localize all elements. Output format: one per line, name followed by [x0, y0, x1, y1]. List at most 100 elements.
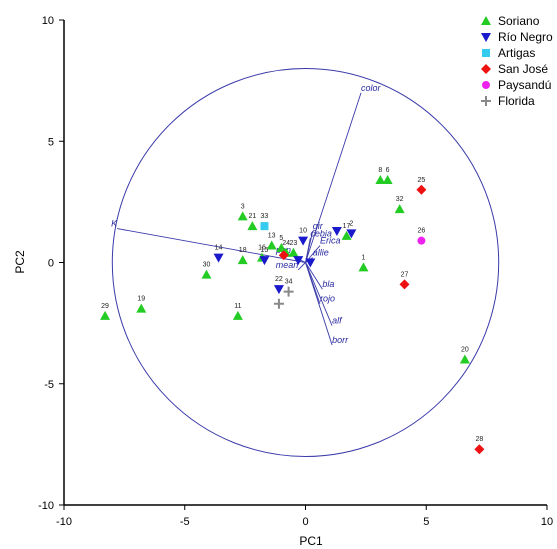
loading-vectors: colorKgircebiaEricaalliemeanpanblarojoal…: [111, 83, 382, 346]
y-tick-label: -10: [38, 500, 54, 512]
loading-label: borr: [332, 335, 349, 345]
legend-label: San José: [498, 62, 548, 76]
loading-label: alf: [332, 316, 343, 326]
point-artigas: [260, 222, 269, 231]
point-label: 24: [282, 240, 290, 247]
point-label: 1: [362, 254, 366, 261]
loading-label: Erica: [320, 236, 341, 246]
point-san-jos-: [416, 184, 427, 195]
point-r-o-negro: [213, 253, 224, 263]
y-tick-label: -5: [44, 379, 54, 391]
legend-label: Soriano: [498, 14, 540, 28]
correlation-circle: [111, 68, 500, 457]
point-r-o-negro: [346, 229, 357, 239]
point-r-o-negro: [259, 256, 270, 266]
point-label: 8: [378, 167, 382, 174]
point-label: 18: [239, 247, 247, 254]
point-soriano: [375, 175, 386, 185]
point-label: 11: [234, 303, 241, 310]
legend-marker: [481, 64, 491, 74]
point-label: 20: [461, 347, 469, 354]
loading-vector: [297, 262, 306, 271]
point-label: 32: [396, 196, 404, 203]
legend-label: Paysandú: [498, 78, 551, 92]
point-label: 34: [285, 279, 293, 286]
point-label: 13: [268, 233, 276, 240]
loading-label: mean: [276, 260, 299, 270]
loading-label: cebia: [310, 228, 332, 238]
point-label: 27: [401, 271, 409, 278]
loading-label: gir: [313, 221, 324, 231]
loading-label: rojo: [320, 294, 335, 304]
x-axis-label: PC1: [299, 534, 323, 548]
point-soriano: [459, 354, 470, 364]
point-r-o-negro: [273, 285, 284, 295]
loading-vector: [117, 228, 306, 263]
point-soriano: [266, 240, 277, 250]
loading-vector: [305, 262, 323, 290]
point-florida: [283, 286, 294, 297]
point-soriano: [237, 211, 248, 221]
y-axis-label: PC2: [13, 250, 27, 274]
point-soriano: [247, 221, 258, 231]
loading-label: allie: [313, 248, 329, 258]
legend-marker: [481, 96, 491, 106]
legend-marker: [481, 16, 491, 25]
point-label: 17: [343, 223, 351, 230]
point-r-o-negro: [331, 226, 342, 236]
x-tick-label: -10: [56, 516, 72, 528]
point-label: 21: [248, 213, 256, 220]
legend-marker: [482, 49, 490, 57]
loading-label: bla: [322, 279, 334, 289]
y-tick-label: 0: [48, 258, 54, 270]
loading-label: color: [361, 83, 382, 93]
loading-vector: [305, 238, 311, 263]
y-tick-label: 10: [42, 15, 54, 27]
point-r-o-negro: [305, 258, 316, 268]
x-tick-label: 0: [302, 516, 308, 528]
legend-marker: [482, 81, 490, 89]
legend-label: Artigas: [498, 46, 535, 60]
point-label: 5: [279, 235, 283, 242]
y-tick-label: 5: [48, 136, 54, 148]
point-label: 23: [290, 240, 298, 247]
point-san-jos-: [474, 444, 485, 455]
point-label: 3: [241, 203, 245, 210]
x-tick-label: 5: [423, 516, 429, 528]
point-label: 15: [261, 247, 269, 254]
legend-label: Río Negro: [498, 30, 553, 44]
axes: -10 -5 0 5 10 -10 -5 0 5 10: [38, 15, 553, 528]
point-florida: [273, 298, 284, 309]
point-soriano: [382, 175, 393, 185]
point-label: 26: [418, 228, 426, 235]
point-soriano: [136, 303, 147, 313]
loading-vector: [305, 92, 362, 263]
point-label: 28: [475, 436, 483, 443]
legend-label: Florida: [498, 94, 535, 108]
point-label: 22: [275, 276, 283, 283]
point-label: 2: [349, 220, 353, 227]
point-label: 30: [203, 262, 211, 269]
point-paysand-: [417, 236, 426, 245]
point-label: 29: [101, 303, 109, 310]
point-label: 6: [386, 167, 390, 174]
point-label: 25: [418, 177, 426, 184]
point-soriano: [288, 247, 299, 257]
loading-vector: [305, 262, 333, 346]
point-soriano: [201, 269, 212, 279]
x-tick-label: -5: [180, 516, 190, 528]
point-r-o-negro: [293, 256, 304, 266]
point-soriano: [341, 230, 352, 240]
point-soriano: [237, 255, 248, 265]
legend-marker: [481, 33, 491, 42]
point-san-jos-: [399, 279, 410, 290]
point-r-o-negro: [298, 236, 309, 246]
point-soriano: [100, 310, 111, 320]
point-label: 10: [299, 228, 307, 235]
point-soriano: [276, 242, 287, 252]
point-label: 19: [137, 296, 145, 303]
correlation-circle-layer: [111, 68, 500, 457]
loading-vector: [305, 262, 333, 326]
